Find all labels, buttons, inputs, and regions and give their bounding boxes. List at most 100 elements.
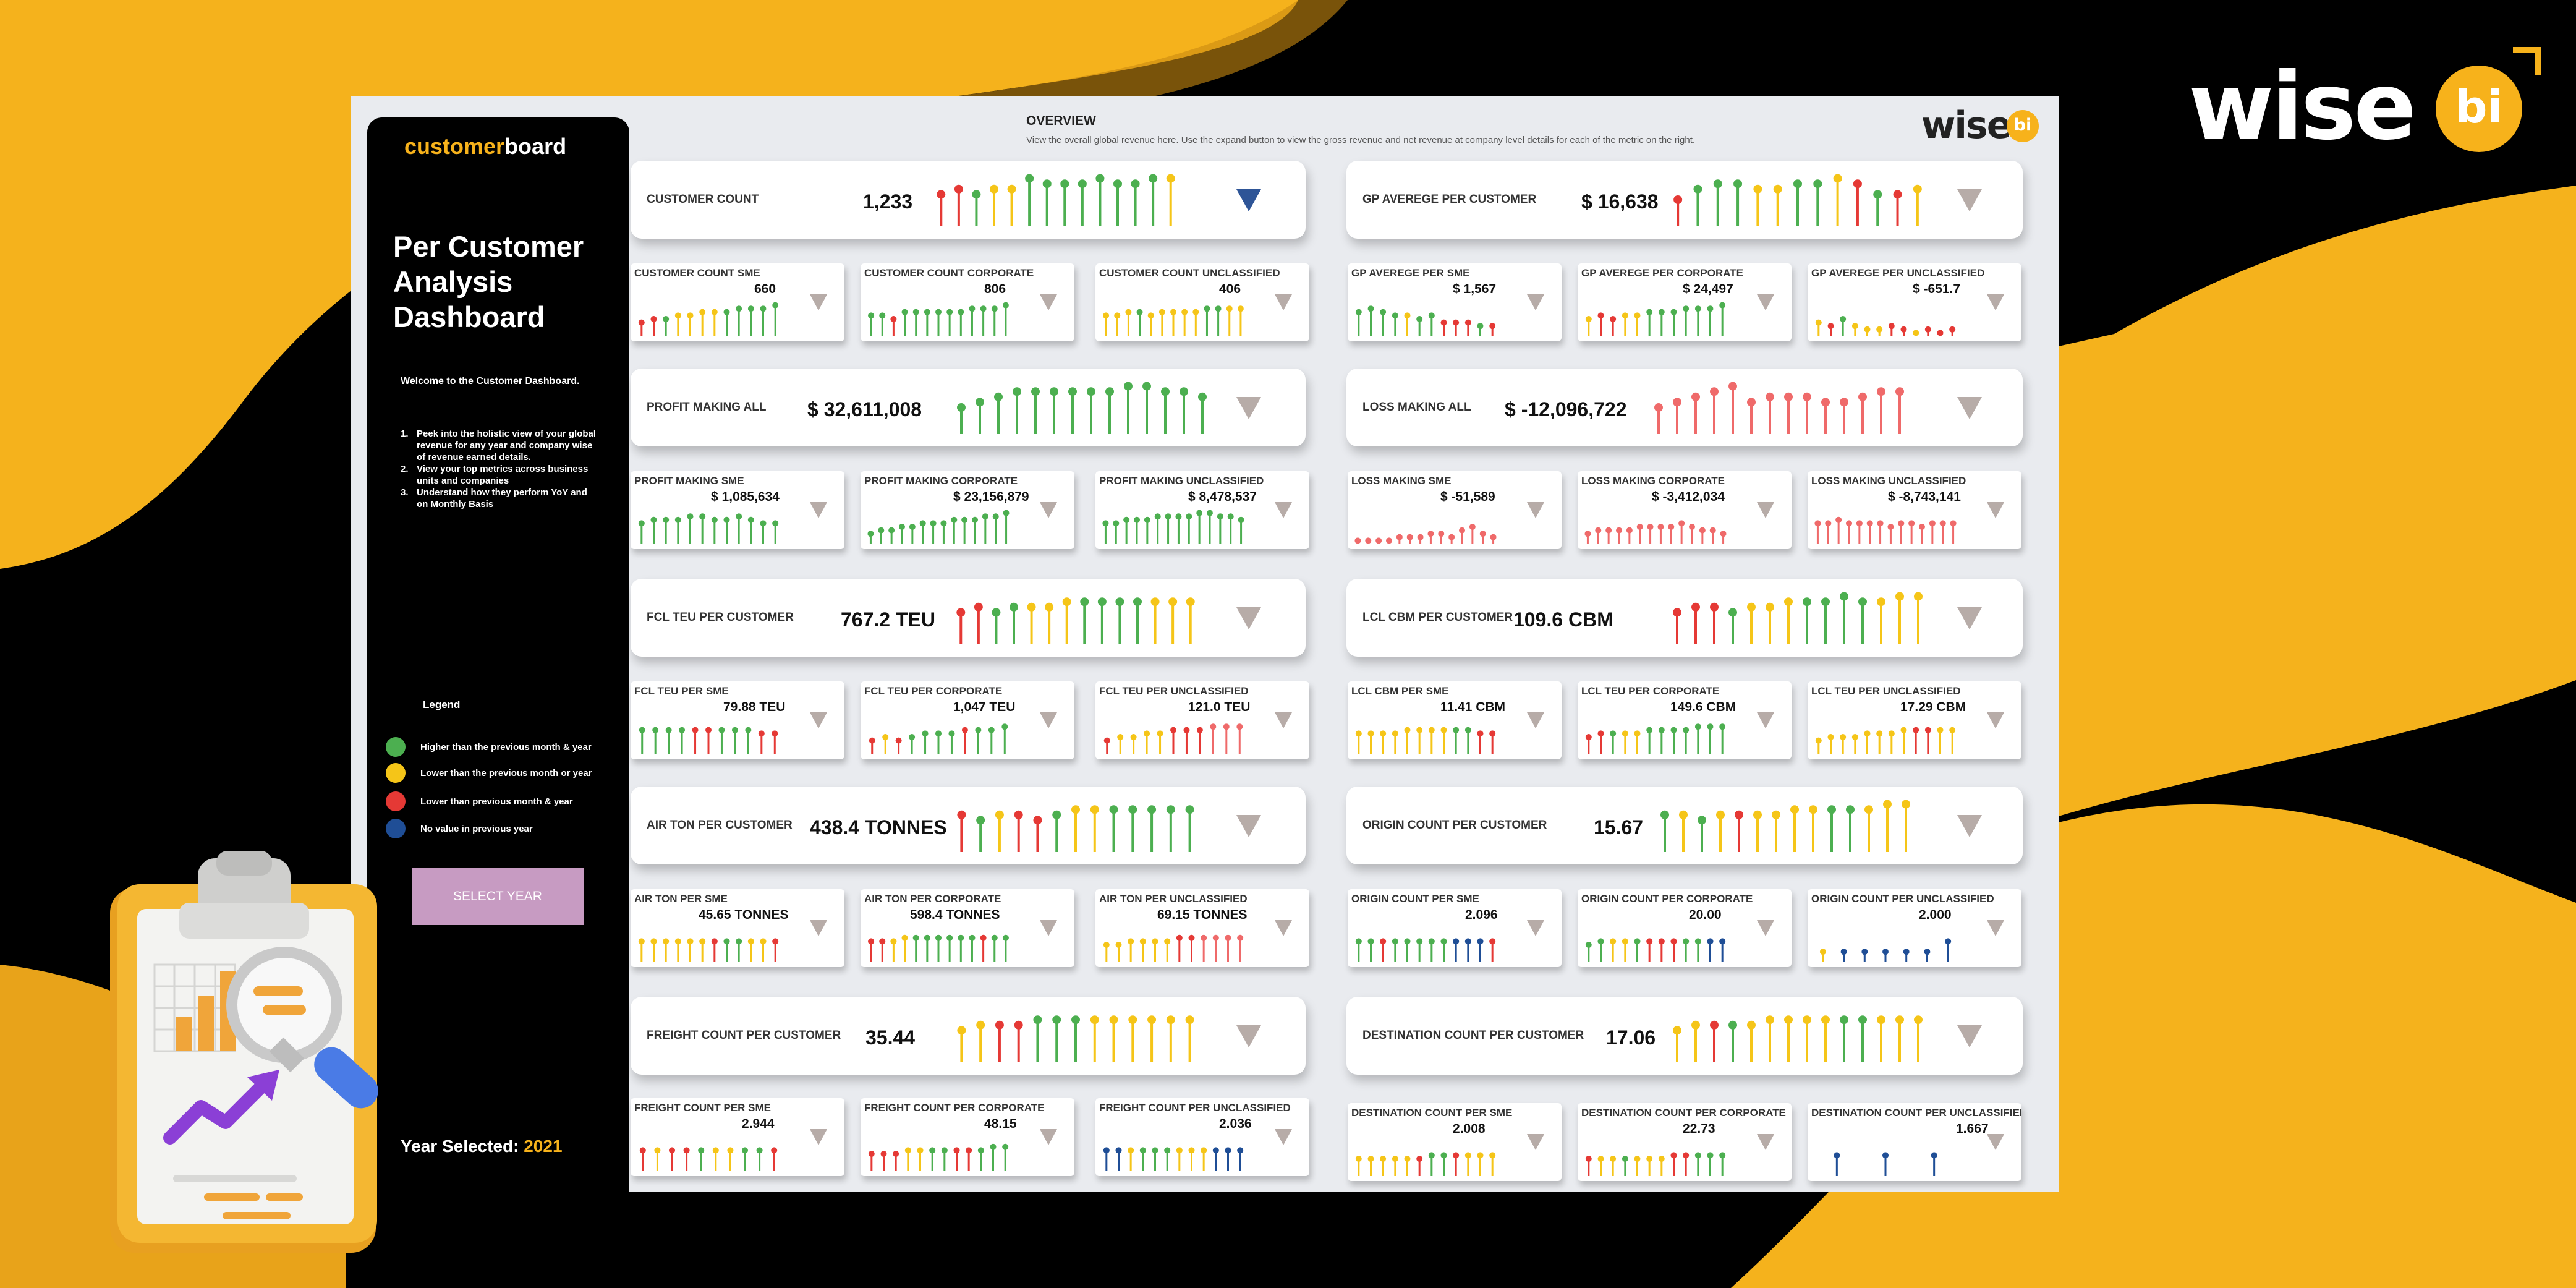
metric-label: AIR TON PER UNCLASSIFIED xyxy=(1099,893,1248,905)
expand-triangle-down-icon[interactable] xyxy=(1527,1134,1544,1150)
metric-card-freight-count-per-corporate: FREIGHT COUNT PER CORPORATE 48.15 xyxy=(861,1098,1074,1176)
metric-value: 438.4 TONNES xyxy=(810,816,947,838)
sparkline-point xyxy=(699,938,706,945)
sparkline-point xyxy=(1223,723,1230,730)
expand-triangle-down-icon[interactable] xyxy=(1987,294,2004,310)
legend-item-red: Lower than previous month & year xyxy=(386,791,573,811)
expand-triangle-down-icon[interactable] xyxy=(1275,294,1292,310)
expand-triangle-down-icon[interactable] xyxy=(1040,712,1057,728)
sparkline-point xyxy=(1913,330,1919,336)
sparkline-point xyxy=(972,190,981,199)
sparkline-point xyxy=(904,1147,911,1154)
sparkline-chart xyxy=(1103,934,1244,962)
expand-triangle-down-icon[interactable] xyxy=(1527,920,1544,936)
sparkline-chart xyxy=(868,1143,1009,1171)
expand-triangle-down-icon[interactable] xyxy=(1275,920,1292,936)
expand-triangle-down-icon[interactable] xyxy=(1987,502,2004,518)
expand-triangle-down-icon[interactable] xyxy=(1527,294,1544,310)
sparkline-point xyxy=(1866,520,1873,527)
expand-triangle-down-icon[interactable] xyxy=(1275,1129,1292,1145)
sparkline-point xyxy=(756,1147,763,1154)
metric-value: 11.41 CBM xyxy=(1440,700,1506,714)
expand-triangle-down-icon[interactable] xyxy=(1957,189,1982,211)
sparkline-point xyxy=(1392,312,1398,319)
sparkline-point xyxy=(1147,1015,1157,1025)
metric-card-gp-per-customer: GP AVEREGE PER CUSTOMER $ 16,638 xyxy=(1346,161,2023,239)
sparkline-point xyxy=(1003,510,1010,516)
sparkline-chart xyxy=(638,938,779,962)
sparkline-point xyxy=(1165,513,1171,520)
sparkline-point xyxy=(969,305,976,312)
sparkline-point xyxy=(1416,1156,1423,1162)
metric-label: CUSTOMER COUNT SME xyxy=(634,267,760,279)
expand-triangle-down-icon[interactable] xyxy=(1040,1129,1057,1145)
sparkline-point xyxy=(1396,534,1403,540)
expand-triangle-down-icon[interactable] xyxy=(1275,502,1292,518)
expand-triangle-down-icon[interactable] xyxy=(1040,502,1057,518)
expand-triangle-down-icon[interactable] xyxy=(1527,712,1544,728)
metric-label: PROFIT MAKING ALL xyxy=(647,401,767,414)
sparkline-point xyxy=(1207,510,1213,516)
metric-label: DESTINATION COUNT PER CUSTOMER xyxy=(1362,1029,1584,1042)
expand-triangle-down-icon[interactable] xyxy=(1236,815,1261,837)
expand-triangle-down-icon[interactable] xyxy=(810,294,827,310)
expand-triangle-down-icon[interactable] xyxy=(1987,1134,2004,1150)
expand-triangle-down-icon[interactable] xyxy=(1757,502,1774,518)
expand-triangle-down-icon[interactable] xyxy=(1757,920,1774,936)
metric-label: CUSTOMER COUNT xyxy=(647,193,759,206)
metric-label: GP AVEREGE PER UNCLASSIFIED xyxy=(1811,267,1985,279)
expand-triangle-down-icon[interactable] xyxy=(1987,920,2004,936)
expand-triangle-down-icon[interactable] xyxy=(1757,294,1774,310)
sparkline-point xyxy=(654,1147,661,1154)
sparkline-point xyxy=(868,1151,875,1157)
sparkline-point xyxy=(1919,524,1925,530)
expand-triangle-down-icon[interactable] xyxy=(1040,920,1057,936)
expand-triangle-down-icon[interactable] xyxy=(1236,397,1261,419)
sparkline-point xyxy=(711,309,718,315)
sidebar-logo-part1: customer xyxy=(404,134,505,159)
sparkline-point xyxy=(1103,312,1110,319)
sparkline-point xyxy=(1883,800,1892,809)
expand-triangle-down-icon[interactable] xyxy=(1236,607,1261,629)
expand-triangle-down-icon[interactable] xyxy=(1236,1025,1261,1047)
expand-triangle-down-icon[interactable] xyxy=(1957,1025,1982,1047)
sparkline-point xyxy=(1109,805,1118,814)
expand-triangle-down-icon[interactable] xyxy=(1040,294,1057,310)
sparkline-point xyxy=(736,305,742,312)
sparkline-point xyxy=(1002,934,1009,941)
expand-triangle-down-icon[interactable] xyxy=(1757,712,1774,728)
sparkline-point xyxy=(1877,597,1885,607)
expand-triangle-down-icon[interactable] xyxy=(1957,607,1982,629)
sparkline-point xyxy=(924,309,930,315)
expand-triangle-down-icon[interactable] xyxy=(1987,712,2004,728)
expand-triangle-down-icon[interactable] xyxy=(1957,397,1982,419)
expand-triangle-down-icon[interactable] xyxy=(810,712,827,728)
metric-value: 15.67 xyxy=(1594,816,1644,838)
sparkline-point xyxy=(1861,949,1868,955)
expand-triangle-down-icon[interactable] xyxy=(1527,502,1544,518)
metric-label: FREIGHT COUNT PER UNCLASSIFIED xyxy=(1099,1102,1291,1114)
sparkline-chart xyxy=(1673,174,1922,226)
expand-triangle-down-icon[interactable] xyxy=(1236,189,1261,211)
sparkline-point xyxy=(1210,723,1217,730)
expand-triangle-down-icon[interactable] xyxy=(1275,712,1292,728)
sparkline-point xyxy=(980,305,987,312)
sparkline-point xyxy=(1489,1152,1496,1159)
sparkline-point xyxy=(1719,302,1726,309)
sparkline-point xyxy=(1392,1156,1398,1162)
sparkline-chart xyxy=(638,513,779,544)
sparkline-point xyxy=(771,1147,778,1154)
board-logo-word: wise xyxy=(1921,104,2012,147)
metric-card-lcl-teu-per-unclassified: LCL TEU PER UNCLASSIFIED 17.29 CBM xyxy=(1808,681,2021,759)
expand-triangle-down-icon[interactable] xyxy=(810,1129,827,1145)
sparkline-point xyxy=(1168,597,1178,607)
expand-triangle-down-icon[interactable] xyxy=(810,920,827,936)
expand-triangle-down-icon[interactable] xyxy=(810,502,827,518)
sparkline-point xyxy=(880,1151,887,1157)
select-year-button[interactable]: SELECT YEAR xyxy=(412,868,584,925)
sparkline-chart xyxy=(868,934,1009,962)
expand-triangle-down-icon[interactable] xyxy=(1757,1134,1774,1150)
metric-label: PROFIT MAKING UNCLASSIFIED xyxy=(1099,475,1264,487)
metric-label: GP AVEREGE PER CORPORATE xyxy=(1581,267,1743,279)
expand-triangle-down-icon[interactable] xyxy=(1957,815,1982,837)
